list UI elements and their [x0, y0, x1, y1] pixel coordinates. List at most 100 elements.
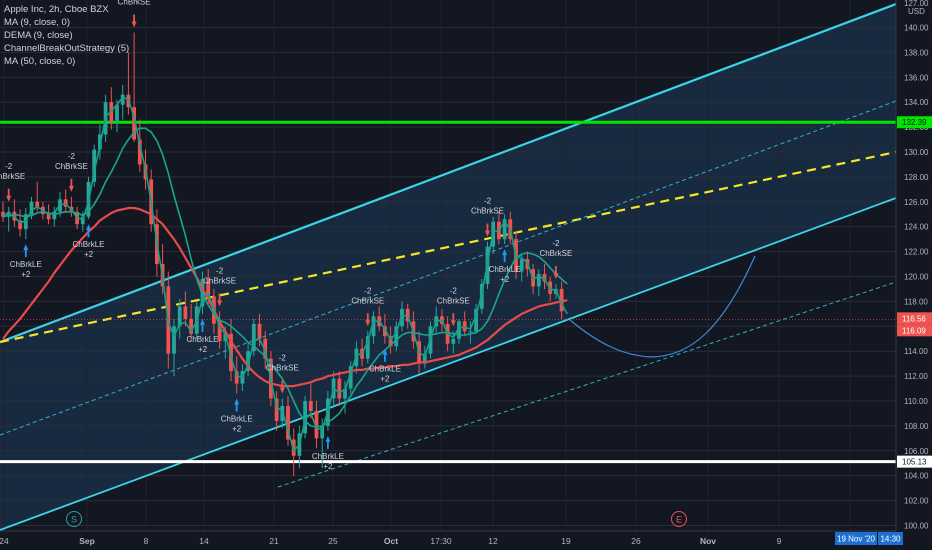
channel-outer-lower-dash [277, 281, 897, 488]
x-tick-label: 17:30 [430, 536, 452, 546]
x-tick-label: Nov [700, 536, 716, 546]
signal-qty: +2 [500, 275, 510, 284]
short-signal-arrow [131, 14, 137, 28]
candle-body [457, 321, 461, 339]
long-signal-arrow [382, 348, 388, 362]
event-marker-earnings[interactable]: E [671, 511, 687, 527]
x-tick-label: 19 [561, 536, 571, 546]
signal-label-short: ChBrkSE [539, 249, 572, 258]
time-badge: 14:30 [880, 535, 901, 544]
candle-body [35, 201, 40, 207]
candle-body [405, 308, 410, 322]
y-axis-ticks: 100.00 102.00 104.00 106.00 108.00 110.00 112.… [904, 24, 929, 531]
signal-qty: +2 [232, 425, 242, 434]
candle-body [388, 336, 393, 347]
candle-body [257, 323, 262, 339]
x-tick-label: 24 [0, 536, 9, 546]
split-marker-label: S [71, 515, 77, 525]
candle-body [229, 333, 233, 372]
signal-label-short: ChBrkSE [471, 207, 504, 216]
signal-label-long: ChBrkLE [10, 260, 42, 269]
legend-dema[interactable]: DEMA (9, close) [4, 30, 73, 41]
candle-body [223, 333, 228, 342]
axis-top-label: 127.00 [904, 0, 929, 8]
channel-inner-upper-dash [0, 100, 897, 436]
signal-label-long: ChBrkLE [72, 240, 104, 249]
signal-label-long: ChBrkLE [369, 365, 401, 374]
x-tick-label: Sep [79, 536, 95, 546]
candle-body [246, 351, 250, 372]
ma9-line [2, 127, 568, 428]
candle-body [451, 338, 456, 344]
candle-body [132, 107, 136, 140]
currency-label: USD [908, 7, 925, 16]
short-signal-arrow [279, 380, 285, 394]
y-tick-label: 100.00 [904, 522, 929, 531]
signal-label-short: ChBrkSE [0, 172, 25, 181]
short-signal-arrow [6, 188, 12, 202]
signal-label-short: ChBrkSE [351, 296, 384, 305]
signal-qty: +2 [84, 250, 94, 259]
candle-body [308, 401, 313, 411]
channel-upper-line[interactable] [0, 2, 897, 344]
candle-body [291, 439, 296, 456]
y-tick-label: 124.00 [904, 223, 929, 232]
projection-curve[interactable] [569, 255, 756, 358]
price-label-bg [897, 116, 932, 129]
candle-body [519, 259, 524, 272]
candle-body [422, 353, 427, 364]
candle-body [314, 410, 319, 439]
time-axis-panel[interactable] [0, 531, 932, 550]
candle-body [200, 278, 205, 307]
candle-body [542, 274, 547, 282]
candle-body [348, 366, 353, 389]
y-tick-label: 102.00 [904, 497, 929, 506]
channel-fill [0, 4, 896, 530]
y-tick-label: 114.00 [904, 347, 928, 356]
signal-qty: -2 [216, 266, 224, 275]
candle-body [365, 336, 370, 359]
signal-qty: -2 [364, 286, 372, 295]
y-tick-label: 106.00 [904, 447, 929, 456]
signal-label-long: ChBrkLE [221, 415, 253, 424]
legend-ma50[interactable]: MA (50, close, 0) [4, 56, 76, 67]
chart-legend[interactable]: Apple Inc, 2h, Cboe BZX MA (9, close, 0)… [4, 3, 129, 68]
candle-body [337, 378, 342, 399]
candle-body [80, 216, 85, 225]
channel-lower-line[interactable] [0, 197, 897, 531]
time-badge-bg [878, 532, 903, 545]
legend-ma9[interactable]: MA (9, close, 0) [4, 17, 70, 28]
strategy-signals: -2ChBrkSEChBrkLE+2-2ChBrkSEChBrkLE+2-2Ch… [0, 0, 572, 471]
candle-body [172, 326, 176, 354]
long-signal-arrow [234, 398, 240, 412]
legend-strategy[interactable]: ChannelBreakOutStrategy (5) [4, 43, 130, 54]
candle-body [536, 274, 541, 287]
signal-qty: -2 [279, 354, 287, 363]
signal-qty: -2 [450, 286, 458, 295]
price-label-bg [897, 455, 932, 468]
y-tick-label: 126.00 [904, 198, 929, 207]
y-tick-label: 108.00 [904, 422, 929, 431]
price-label: 132.39 [902, 118, 927, 127]
short-signal-arrow [553, 265, 559, 279]
x-tick-label: Oct [384, 536, 398, 546]
legend-symbol[interactable]: Apple Inc, 2h, Cboe BZX [4, 4, 109, 15]
candle-body [251, 323, 256, 352]
channel-midline[interactable] [0, 150, 897, 344]
date-badge: 19 Nov '20 [837, 535, 876, 544]
long-signal-arrow [23, 244, 29, 258]
signal-label-long: ChBrkLE [186, 335, 218, 344]
long-signal-arrow [200, 318, 205, 332]
candle-body [137, 139, 142, 165]
signal-label-long: ChBrkLE [312, 452, 344, 461]
candle-body [183, 306, 188, 319]
signal-qty: +2 [380, 375, 390, 384]
long-signal-arrow [325, 435, 331, 449]
signal-qty: -2 [484, 197, 492, 206]
signal-qty: -2 [68, 152, 76, 161]
signal-qty: +2 [21, 270, 31, 279]
event-marker-split[interactable]: S [66, 511, 82, 527]
candle-body [468, 331, 473, 333]
